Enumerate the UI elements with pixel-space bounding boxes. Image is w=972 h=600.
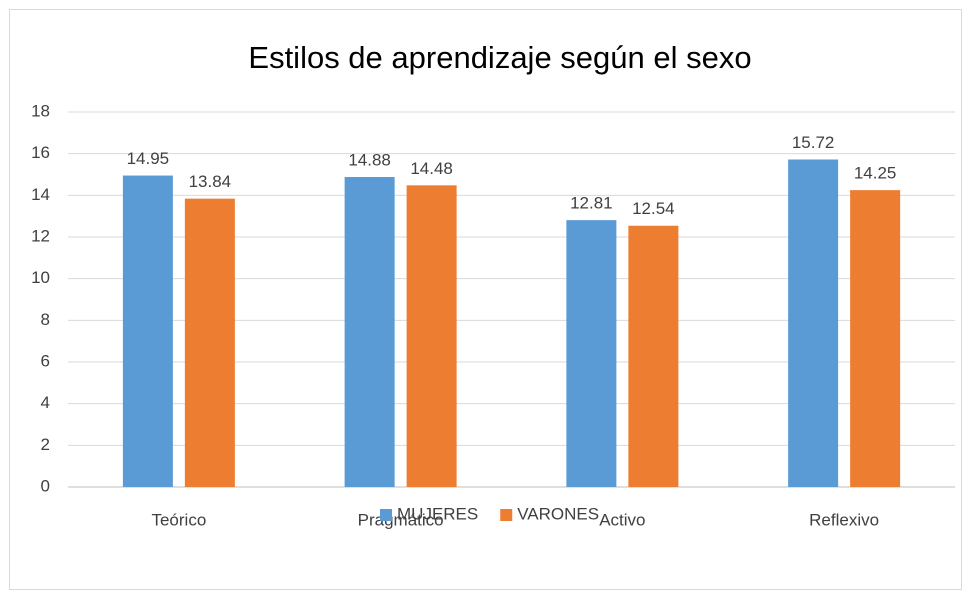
bar [344,177,395,487]
bar [122,175,173,487]
bar [406,185,457,488]
y-tick-label: 10 [31,268,50,287]
bar [566,220,617,487]
bar [850,190,901,487]
x-tick-label: Pragmático [358,510,444,529]
chart-title: Estilos de aprendizaje según el sexo [248,40,751,75]
legend-label: MUJERES [397,504,478,523]
y-tick-label: 8 [41,310,50,329]
data-label: 14.48 [410,159,453,178]
y-tick-label: 4 [41,393,50,412]
bar [628,225,679,487]
data-label: 15.72 [792,133,835,152]
bar [184,198,235,487]
y-tick-label: 6 [41,351,50,370]
y-tick-label: 12 [31,226,50,245]
y-tick-label: 18 [31,101,50,120]
bar [788,159,839,487]
y-tick-label: 16 [31,143,50,162]
data-label: 12.81 [570,194,613,213]
data-label: 12.54 [632,199,675,218]
data-label: 14.88 [348,150,391,169]
legend-swatch [380,509,392,521]
y-tick-label: 14 [31,185,50,204]
y-tick-label: 2 [41,435,50,454]
y-tick-label: 0 [41,476,50,495]
x-tick-label: Teórico [151,510,206,529]
legend-swatch [500,509,513,521]
data-label: 14.95 [127,149,170,168]
legend-label: VARONES [517,504,599,523]
x-tick-label: Reflexivo [809,510,879,529]
x-tick-label: Activo [599,510,645,529]
data-label: 13.84 [189,172,232,191]
data-label: 14.25 [854,164,897,183]
